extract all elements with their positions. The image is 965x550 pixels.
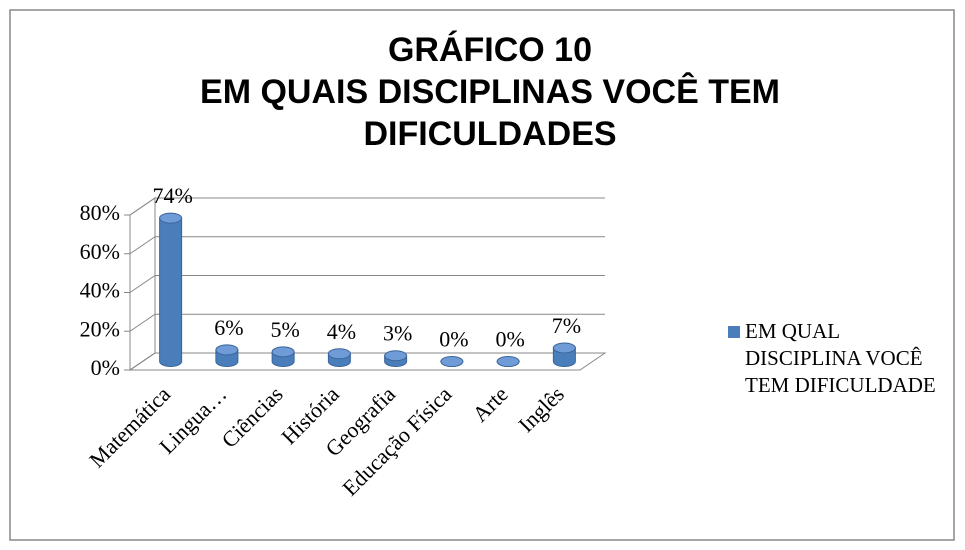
data-label: 6% bbox=[214, 315, 243, 340]
bar bbox=[496, 356, 520, 367]
bar bbox=[440, 356, 464, 367]
bar bbox=[271, 346, 295, 367]
bar bbox=[159, 212, 183, 367]
bar bbox=[384, 350, 408, 367]
y-tick-label: 60% bbox=[80, 239, 120, 264]
grid-line bbox=[129, 275, 605, 293]
chart-title: DIFICULDADES bbox=[363, 115, 616, 153]
bar bbox=[552, 342, 576, 367]
bar bbox=[327, 348, 351, 367]
grid-line bbox=[129, 352, 605, 371]
grid-line bbox=[129, 236, 605, 255]
chart-title: EM QUAIS DISCIPLINAS VOCÊ TEM bbox=[200, 73, 780, 111]
data-label: 4% bbox=[327, 319, 356, 344]
grid-line bbox=[129, 313, 605, 332]
data-label: 3% bbox=[383, 321, 412, 346]
y-tick-label: 40% bbox=[80, 278, 120, 303]
data-label: 0% bbox=[439, 327, 468, 352]
data-label: 5% bbox=[270, 317, 299, 342]
grid-line bbox=[129, 197, 605, 216]
chart-title: GRÁFICO 10 bbox=[388, 31, 592, 69]
y-tick-label: 0% bbox=[91, 355, 120, 380]
bar bbox=[215, 344, 239, 367]
data-label: 0% bbox=[495, 327, 524, 352]
y-tick-label: 80% bbox=[80, 200, 120, 225]
legend-label: EM QUAL DISCIPLINA VOCÊ TEM DIFICULDADE bbox=[745, 319, 936, 397]
data-label: 74% bbox=[152, 183, 192, 208]
y-tick-label: 20% bbox=[80, 316, 120, 341]
legend-key bbox=[728, 326, 740, 338]
data-label: 7% bbox=[552, 313, 581, 338]
